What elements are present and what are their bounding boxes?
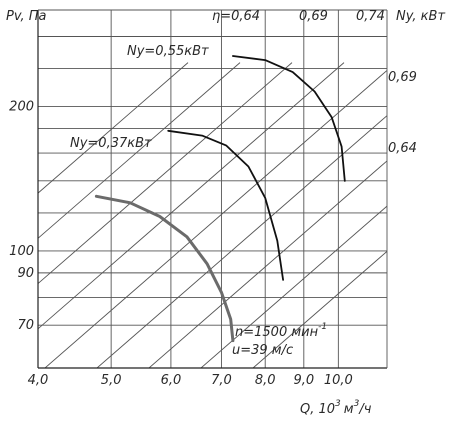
- efficiency-label-right-1: 0,69: [388, 70, 417, 85]
- speed-annotation: n=1500 мин-1: [235, 322, 327, 340]
- diagonal-line: [38, 62, 241, 239]
- diagonal-line: [38, 62, 345, 330]
- x-axis-label-unit: м: [344, 402, 354, 417]
- efficiency-label-top-1: η=0,64: [212, 9, 260, 24]
- plot-frame: [37, 9, 388, 369]
- series-curve-1: [167, 129, 284, 281]
- x-tick-label: 10,0: [324, 373, 353, 388]
- y-axis-label: Pv, Па: [6, 9, 47, 24]
- diagonal-line: [200, 205, 387, 368]
- series-label-037: Ny=0,37кВт: [70, 136, 152, 151]
- x-tick-label: 7,0: [211, 373, 232, 388]
- diagonal-line: [44, 69, 387, 368]
- y-tick-label: 90: [17, 266, 34, 281]
- x-tick-label: 8,0: [255, 373, 276, 388]
- x-tick-label: 9,0: [293, 373, 314, 388]
- series-label-055: Ny=0,55кВт: [127, 44, 209, 59]
- speed-annotation-text: n=1500 мин: [235, 325, 319, 340]
- efficiency-lines: [38, 62, 387, 368]
- efficiency-label-top-2: 0,69: [299, 9, 328, 24]
- y-tick-label: 70: [17, 318, 34, 333]
- series-curve-0: [94, 194, 235, 343]
- velocity-annotation: u=39 м/с: [232, 343, 293, 358]
- diagonal-line: [38, 62, 293, 285]
- x-tick-label: 6,0: [161, 373, 182, 388]
- series-curve-2: [232, 55, 346, 182]
- efficiency-label-top-3: 0,74: [356, 9, 385, 24]
- x-tick-label: 5,0: [101, 373, 122, 388]
- x-axis-label-tail: /ч: [358, 402, 371, 417]
- x-axis-label-exp: 3: [335, 399, 341, 409]
- series-layer: [94, 55, 346, 343]
- x-tick-label: 4,0: [28, 373, 49, 388]
- speed-annotation-exp: -1: [318, 322, 327, 332]
- x-axis-label-unit-exp: 3: [354, 399, 360, 409]
- efficiency-label-right-2: 0,64: [388, 141, 417, 156]
- diagonal-line: [148, 160, 387, 368]
- diagonal-line: [38, 62, 189, 194]
- right-axis-label: Ny, кВт: [396, 9, 445, 24]
- tick-labels: 4,0 5,0 6,0 7,0 8,0 9,0 10,0 70 90 100 200: [9, 100, 353, 388]
- y-tick-label: 100: [9, 244, 34, 259]
- x-axis-label: Q, 103 м3/ч: [300, 399, 372, 417]
- diagonal-line: [96, 115, 387, 368]
- diagonal-lines: [38, 62, 387, 368]
- y-tick-label: 200: [9, 100, 34, 115]
- diagonal-line: [252, 250, 387, 368]
- x-axis-label-base: Q, 10: [300, 402, 335, 417]
